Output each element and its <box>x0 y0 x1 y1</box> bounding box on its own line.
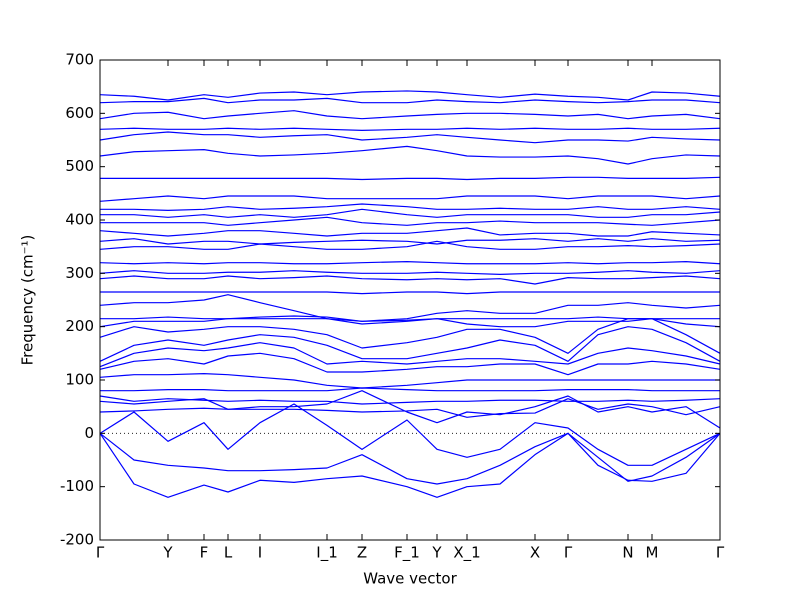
x-tick-label: M <box>646 544 659 562</box>
band-line <box>99 373 720 389</box>
band-line <box>99 403 721 466</box>
x-tick-label: Y <box>431 544 442 562</box>
band-line <box>100 315 720 322</box>
y-axis-label: Frequency (cm⁻¹) <box>19 235 37 366</box>
band-line <box>99 145 721 165</box>
x-tick-label: X <box>530 544 540 562</box>
x-tick-label: Y <box>162 544 173 562</box>
band-line <box>99 398 721 418</box>
band-line <box>99 352 721 376</box>
x-tick-label: Γ <box>564 544 573 562</box>
x-tick-label: X_1 <box>453 544 480 563</box>
band-line <box>99 90 721 101</box>
x-tick-label: Z <box>357 544 367 562</box>
x-tick-label: F <box>200 544 209 562</box>
band-line <box>99 294 721 322</box>
band-line <box>99 127 721 131</box>
y-tick-label: 300 <box>65 264 94 282</box>
band-line <box>100 291 720 295</box>
y-tick-label: 700 <box>65 51 94 69</box>
band-line <box>100 208 721 218</box>
band-line <box>99 131 721 144</box>
band-line <box>99 270 721 275</box>
band-line <box>99 195 721 202</box>
band-line <box>99 342 721 368</box>
y-tick-label: -100 <box>60 477 94 495</box>
y-tick-label: 0 <box>84 424 94 442</box>
band-line <box>99 261 721 265</box>
y-tick-label: 500 <box>65 157 94 175</box>
plot-area <box>99 90 721 498</box>
band-line <box>100 176 721 181</box>
x-tick-label: L <box>224 544 233 562</box>
x-tick-label: I_1 <box>316 544 337 563</box>
y-tick-label: -200 <box>60 531 94 549</box>
x-tick-label: Γ <box>96 544 105 562</box>
band-line <box>99 110 721 120</box>
band-line <box>100 203 721 211</box>
band-line <box>99 275 721 285</box>
band-line <box>99 97 721 104</box>
band-line <box>100 216 721 226</box>
y-tick-label: 100 <box>65 371 94 389</box>
band-line <box>99 326 721 362</box>
band-line <box>99 240 721 250</box>
y-tick-label: 400 <box>65 211 94 229</box>
band-line <box>99 318 721 354</box>
y-tick-label: 200 <box>65 317 94 335</box>
band-line <box>99 238 721 245</box>
band-line <box>100 387 720 392</box>
x-tick-label: F_1 <box>394 544 420 563</box>
x-axis-label: Wave vector <box>363 570 457 588</box>
frame <box>99 59 721 541</box>
x-tick-label: I <box>258 544 262 562</box>
x-tick-label: N <box>622 544 633 562</box>
band-line <box>99 395 721 405</box>
y-tick-label: 600 <box>65 104 94 122</box>
x-tick-label: Γ <box>716 544 725 562</box>
band-line <box>99 432 721 485</box>
band-line <box>99 227 721 237</box>
